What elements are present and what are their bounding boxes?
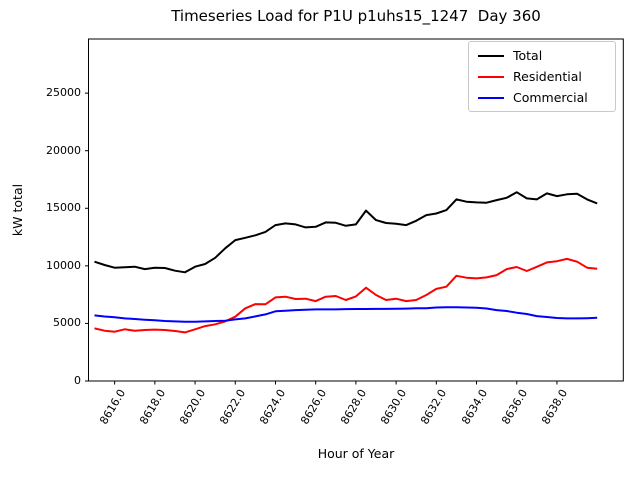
y-tick-label: 25000 (46, 86, 81, 100)
chart-title: Timeseries Load for P1U p1uhs15_1247 Day… (171, 7, 541, 25)
y-tick-label: 10000 (46, 258, 81, 272)
y-tick-label: 0 (74, 374, 81, 387)
y-axis-label: kW total (10, 183, 25, 237)
legend-label-total: Total (513, 47, 543, 63)
legend-item-total: Total (478, 47, 606, 63)
series-line-residential (94, 257, 598, 334)
y-tick-label: 15000 (46, 201, 81, 215)
residential-line-swatch (478, 75, 504, 78)
legend-label-residential: Residential (513, 68, 582, 84)
total-line-swatch (478, 54, 504, 57)
commercial-line-swatch (478, 96, 504, 99)
legend-item-residential: Residential (478, 68, 606, 84)
x-axis-label: Hour of Year (317, 446, 395, 461)
legend: Total Residential Commercial (468, 41, 616, 112)
series-line-total (94, 191, 598, 274)
y-tick-label: 20000 (46, 143, 81, 157)
legend-item-commercial: Commercial (478, 89, 606, 105)
y-tick-label: 5000 (53, 316, 81, 330)
series-line-commercial (94, 306, 598, 323)
legend-label-commercial: Commercial (513, 89, 588, 105)
